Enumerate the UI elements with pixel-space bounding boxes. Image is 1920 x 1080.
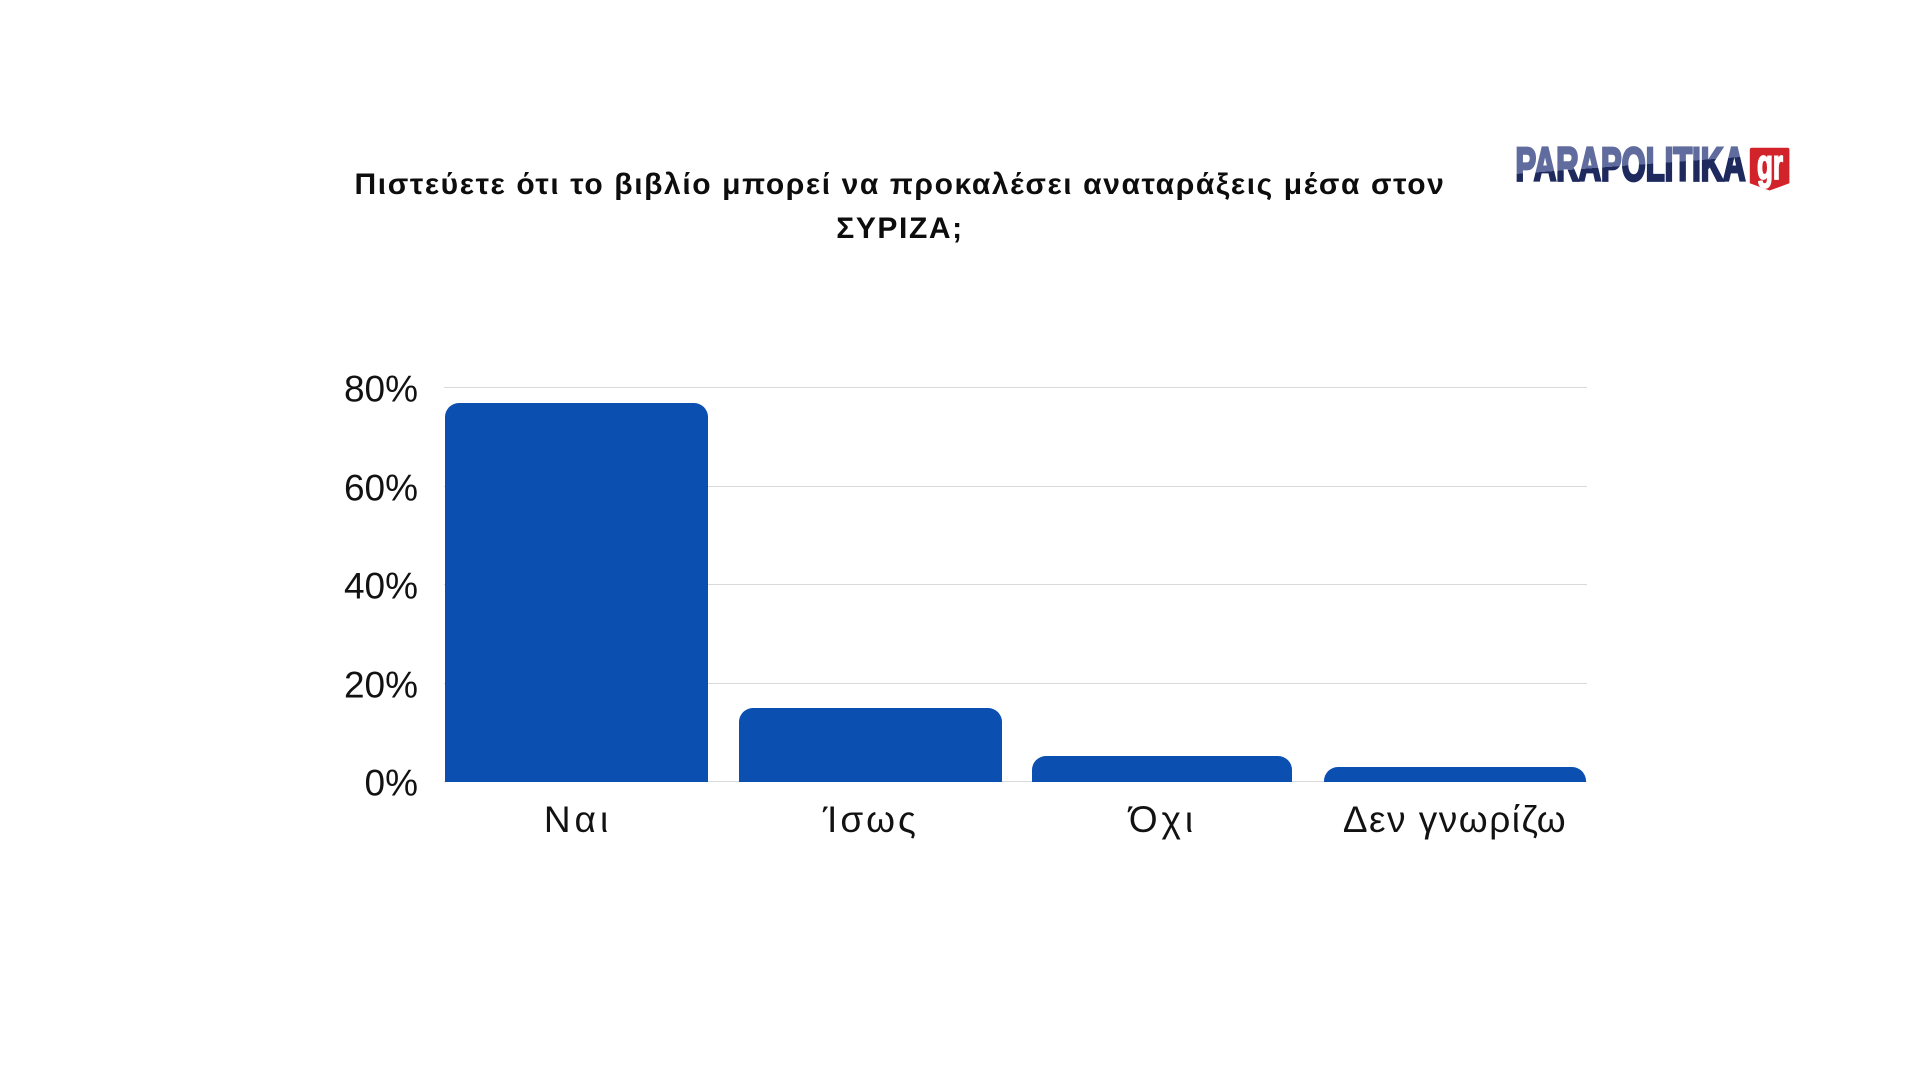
svg-text:gr: gr [1757, 141, 1783, 189]
svg-text:PARAPOLITIKA: PARAPOLITIKA [1516, 140, 1746, 191]
